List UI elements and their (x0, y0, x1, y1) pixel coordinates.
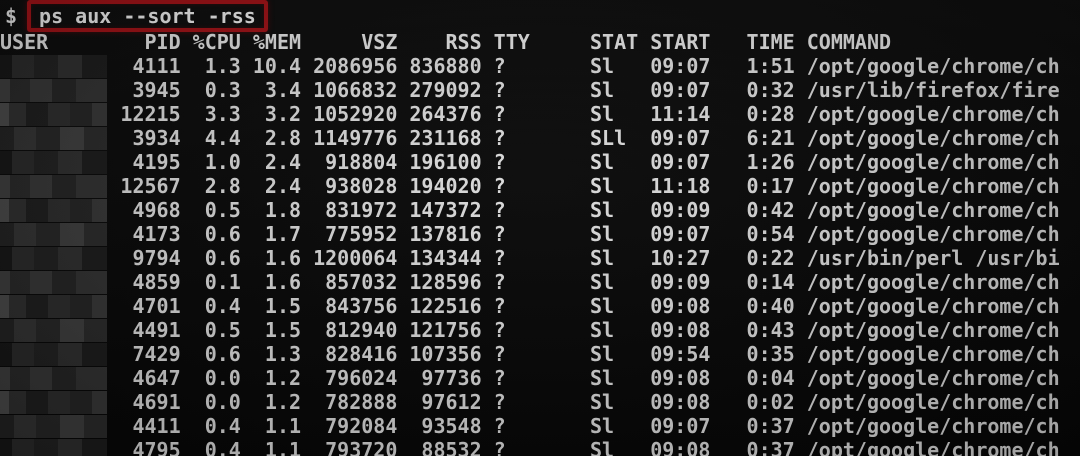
redacted-username (0, 247, 107, 270)
redacted-username (0, 439, 107, 456)
process-row: 4691 0.0 1.2 782888 97612 ? Sl 09:08 0:0… (0, 390, 1080, 414)
redacted-username (0, 127, 107, 150)
process-row-text: 3934 4.4 2.8 1149776 231168 ? SLl 09:07 … (0, 126, 1060, 150)
ps-table-header: USER PID %CPU %MEM VSZ RSS TTY STAT STAR… (0, 30, 892, 54)
redacted-username (0, 271, 107, 294)
process-row: 12567 2.8 2.4 938028 194020 ? Sl 11:18 0… (0, 174, 1080, 198)
process-row: 4701 0.4 1.5 843756 122516 ? Sl 09:08 0:… (0, 294, 1080, 318)
process-row-text: 4795 0.4 1.1 793720 88532 ? Sl 09:08 0:3… (0, 438, 1060, 456)
redacted-username (0, 55, 107, 78)
process-row: 4795 0.4 1.1 793720 88532 ? Sl 09:08 0:3… (0, 438, 1080, 456)
process-row: 9794 0.6 1.6 1200064 134344 ? Sl 10:27 0… (0, 246, 1080, 270)
process-row-text: 4691 0.0 1.2 782888 97612 ? Sl 09:08 0:0… (0, 390, 1060, 414)
redacted-username (0, 319, 107, 342)
redacted-username (0, 175, 107, 198)
process-row: 4647 0.0 1.2 796024 97736 ? Sl 09:08 0:0… (0, 366, 1080, 390)
redacted-username (0, 343, 107, 366)
process-row-text: 4968 0.5 1.8 831972 147372 ? Sl 09:09 0:… (0, 198, 1060, 222)
process-row-text: 12567 2.8 2.4 938028 194020 ? Sl 11:18 0… (0, 174, 1060, 198)
process-row: 4859 0.1 1.6 857032 128596 ? Sl 09:09 0:… (0, 270, 1080, 294)
command-highlight-box: ps aux --sort -rss (27, 0, 268, 32)
process-row-text: 4111 1.3 10.4 2086956 836880 ? Sl 09:07 … (0, 54, 1060, 78)
process-row-text: 4647 0.0 1.2 796024 97736 ? Sl 09:08 0:0… (0, 366, 1060, 390)
process-row: 4491 0.5 1.5 812940 121756 ? Sl 09:08 0:… (0, 318, 1080, 342)
shell-prompt: $ (5, 4, 18, 28)
process-row-text: 7429 0.6 1.3 828416 107356 ? Sl 09:54 0:… (0, 342, 1060, 366)
process-row: 3945 0.3 3.4 1066832 279092 ? Sl 09:07 0… (0, 78, 1080, 102)
redacted-username (0, 391, 107, 414)
process-row: 3934 4.4 2.8 1149776 231168 ? SLl 09:07 … (0, 126, 1080, 150)
process-row: 4968 0.5 1.8 831972 147372 ? Sl 09:09 0:… (0, 198, 1080, 222)
redacted-username (0, 295, 107, 318)
process-row: 4111 1.3 10.4 2086956 836880 ? Sl 09:07 … (0, 54, 1080, 78)
process-row-text: 3945 0.3 3.4 1066832 279092 ? Sl 09:07 0… (0, 78, 1060, 102)
process-row-text: 9794 0.6 1.6 1200064 134344 ? Sl 10:27 0… (0, 246, 1060, 270)
redacted-username (0, 415, 107, 438)
process-row-text: 4173 0.6 1.7 775952 137816 ? Sl 09:07 0:… (0, 222, 1060, 246)
redacted-username (0, 151, 107, 174)
process-row: 7429 0.6 1.3 828416 107356 ? Sl 09:54 0:… (0, 342, 1080, 366)
redacted-username (0, 367, 107, 390)
process-row: 4411 0.4 1.1 792084 93548 ? Sl 09:07 0:3… (0, 414, 1080, 438)
process-row: 12215 3.3 3.2 1052920 264376 ? Sl 11:14 … (0, 102, 1080, 126)
redacted-username (0, 103, 107, 126)
process-row-text: 4411 0.4 1.1 792084 93548 ? Sl 09:07 0:3… (0, 414, 1060, 438)
command-line[interactable]: $ ps aux --sort -rss (0, 0, 1080, 32)
redacted-username (0, 223, 107, 246)
redacted-username (0, 199, 107, 222)
redacted-username (0, 79, 107, 102)
process-row-text: 12215 3.3 3.2 1052920 264376 ? Sl 11:14 … (0, 102, 1060, 126)
process-row-text: 4701 0.4 1.5 843756 122516 ? Sl 09:08 0:… (0, 294, 1060, 318)
process-row-text: 4195 1.0 2.4 918804 196100 ? Sl 09:07 1:… (0, 150, 1060, 174)
process-table: 4111 1.3 10.4 2086956 836880 ? Sl 09:07 … (0, 54, 1080, 456)
command-text: ps aux --sort -rss (39, 4, 256, 28)
process-row: 4173 0.6 1.7 775952 137816 ? Sl 09:07 0:… (0, 222, 1080, 246)
process-row-text: 4859 0.1 1.6 857032 128596 ? Sl 09:09 0:… (0, 270, 1060, 294)
process-row: 4195 1.0 2.4 918804 196100 ? Sl 09:07 1:… (0, 150, 1080, 174)
process-row-text: 4491 0.5 1.5 812940 121756 ? Sl 09:08 0:… (0, 318, 1060, 342)
